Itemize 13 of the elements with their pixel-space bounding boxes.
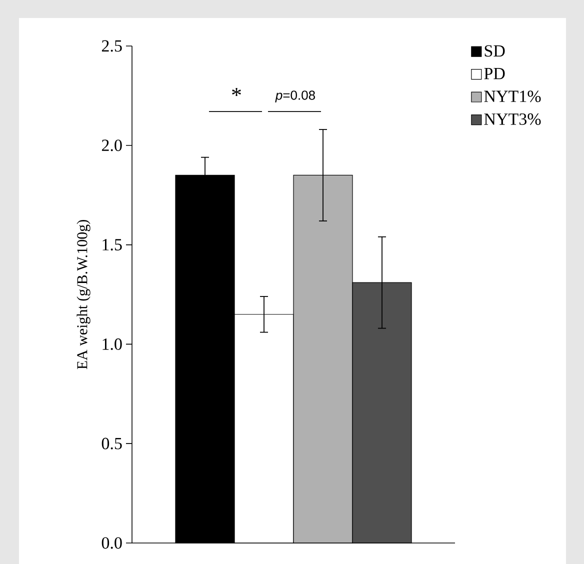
y-axis-title: EA weight (g/B.W.100g) <box>76 220 90 370</box>
legend-label: SD <box>484 45 505 57</box>
y-tick-label: 0.0 <box>102 537 122 549</box>
y-tick-label: 2.5 <box>102 40 122 52</box>
y-tick-label: 1.5 <box>102 239 122 251</box>
y-tick-label: 2.0 <box>102 140 122 152</box>
legend-label: NYT3% <box>484 113 541 125</box>
annotation: * <box>232 88 241 96</box>
y-tick-label: 1.0 <box>102 338 122 350</box>
annotation: p=0.08 <box>275 90 315 102</box>
y-tick-label: 0.5 <box>102 438 122 450</box>
legend-label: NYT1% <box>484 90 541 102</box>
legend-label: PD <box>484 68 505 80</box>
